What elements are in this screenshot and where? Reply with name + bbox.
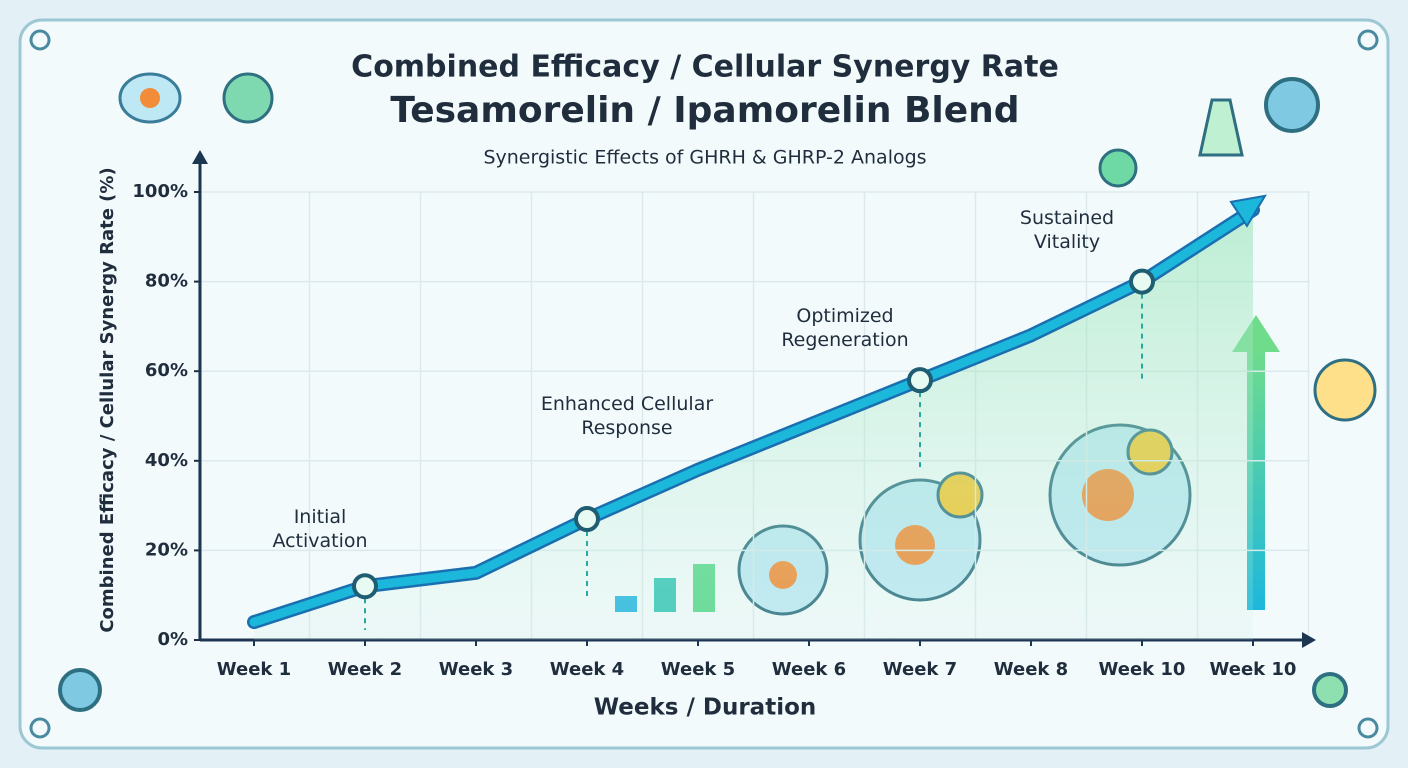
x-tick-label: Week 10 <box>1210 659 1297 680</box>
x-axis-label: Weeks / Duration <box>594 695 817 721</box>
milestone-marker <box>352 573 378 600</box>
annotation: Enhanced Cellular Response <box>540 393 714 439</box>
gear-icon <box>1264 77 1320 133</box>
y-tick-label: 0% <box>157 629 188 650</box>
y-axis-label: Combined Efficacy / Cellular Synergy Rat… <box>97 167 118 632</box>
annotation: Initial Activation <box>272 506 368 552</box>
x-tick-label: Week 7 <box>883 659 957 680</box>
chart-subtitle: Tesamorelin / Ipamorelin Blend <box>390 90 1019 131</box>
badge-icon <box>1313 358 1377 422</box>
corner-decor <box>29 717 51 739</box>
gear-icon <box>1312 672 1348 708</box>
corner-decor <box>1357 717 1379 739</box>
gear-icon <box>58 668 102 712</box>
x-tick-label: Week 6 <box>772 659 846 680</box>
y-axis-arrow <box>192 150 208 164</box>
x-tick-label: Week 2 <box>328 659 402 680</box>
y-tick-label: 100% <box>132 181 188 202</box>
x-tick-label: Week 4 <box>550 659 624 680</box>
chart-description: Synergistic Effects of GHRH & GHRP-2 Ana… <box>483 147 926 169</box>
milestone-marker <box>907 367 933 394</box>
milestone-marker <box>574 506 600 533</box>
x-tick-label: Week 10 <box>1099 659 1186 680</box>
x-tick-label: Week 1 <box>217 659 291 680</box>
y-tick-label: 20% <box>145 539 188 560</box>
area-fill <box>254 209 1253 641</box>
annotation: Optimized Regeneration <box>781 305 909 351</box>
x-tick-label: Week 3 <box>439 659 513 680</box>
milestone-marker <box>1129 268 1155 295</box>
y-tick-label: 60% <box>145 360 188 381</box>
corner-decor <box>29 29 51 51</box>
cell-icon <box>140 88 160 108</box>
molecule-icon <box>222 72 274 124</box>
x-tick-label: Week 5 <box>661 659 735 680</box>
chart-title: Combined Efficacy / Cellular Synergy Rat… <box>351 50 1059 85</box>
x-axis-arrow <box>1302 632 1316 648</box>
line-arrowhead <box>1229 194 1267 228</box>
y-tick-label: 40% <box>145 450 188 471</box>
y-tick-label: 80% <box>145 271 188 292</box>
line <box>249 205 1258 627</box>
corner-decor <box>1357 29 1379 51</box>
x-tick-label: Week 8 <box>994 659 1068 680</box>
pill-icon <box>1098 148 1138 188</box>
flask-icon <box>1198 98 1244 157</box>
annotation: Sustained Vitality <box>1019 207 1115 253</box>
